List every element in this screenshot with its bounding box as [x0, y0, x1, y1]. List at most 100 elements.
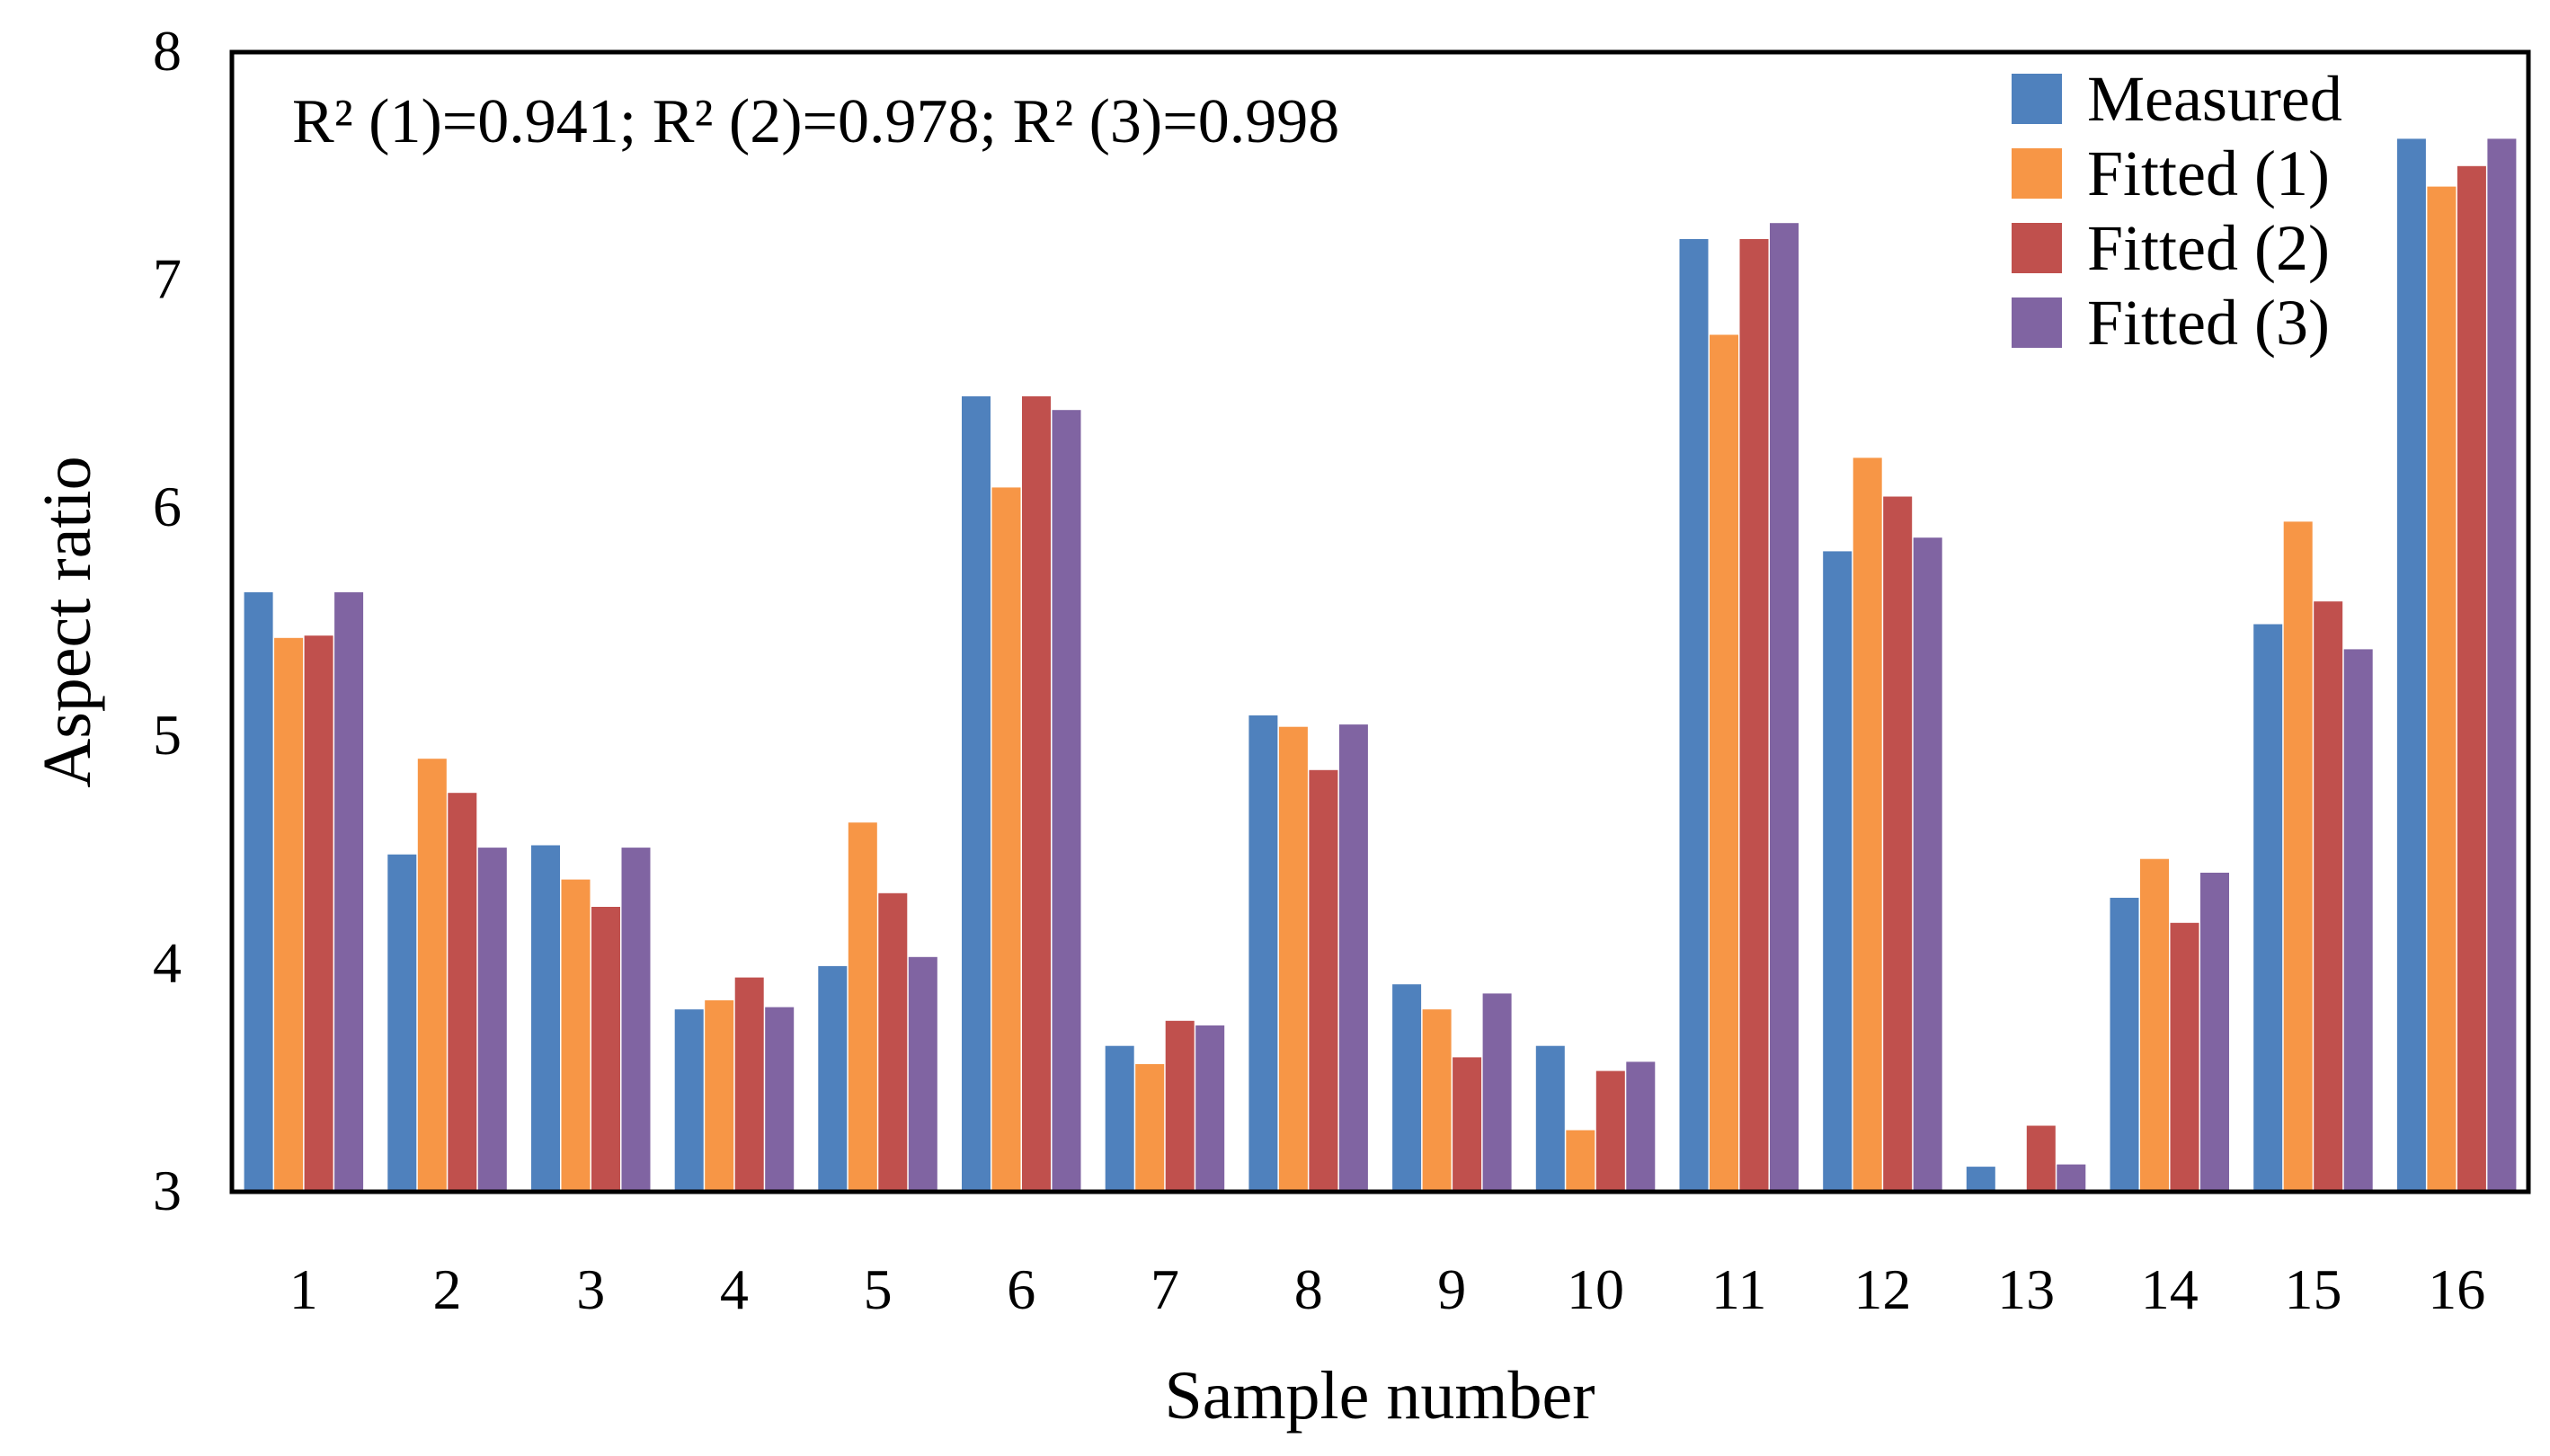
bar-fitted-3-sample-6: [1052, 410, 1081, 1192]
bar-fitted-3-sample-3: [621, 848, 651, 1192]
bar-fitted-2-sample-4: [734, 977, 764, 1192]
x-tick-label: 9: [1437, 1257, 1466, 1321]
bar-fitted-3-sample-16: [2487, 138, 2517, 1192]
x-tick-label: 13: [1997, 1257, 2055, 1321]
bar-fitted-1-sample-1: [274, 637, 304, 1192]
bar-fitted-3-sample-13: [2057, 1164, 2086, 1192]
bar-measured-sample-14: [2110, 897, 2139, 1192]
bar-fitted-3-sample-10: [1626, 1061, 1656, 1192]
bar-measured-sample-1: [244, 592, 273, 1192]
bar-fitted-1-sample-16: [2427, 186, 2457, 1193]
x-tick-label: 6: [1007, 1257, 1035, 1321]
bar-measured-sample-16: [2396, 138, 2426, 1192]
bar-fitted-1-sample-4: [705, 1000, 734, 1192]
bar-fitted-1-sample-11: [1710, 334, 1738, 1192]
x-tick-label: 8: [1294, 1257, 1323, 1321]
bar-measured-sample-10: [1535, 1045, 1565, 1192]
bar-fitted-2-sample-14: [2170, 922, 2199, 1192]
x-tick-label: 16: [2428, 1257, 2485, 1321]
legend-label: Measured: [2087, 63, 2342, 135]
x-tick-label: 7: [1151, 1257, 1179, 1321]
bar-measured-sample-11: [1679, 239, 1709, 1192]
bar-fitted-2-sample-16: [2457, 165, 2486, 1192]
bar-fitted-2-sample-7: [1165, 1020, 1195, 1192]
bar-fitted-1-sample-7: [1135, 1064, 1165, 1192]
bar-fitted-3-sample-15: [2343, 649, 2373, 1192]
bar-fitted-2-sample-3: [591, 907, 620, 1192]
legend-label: Fitted (1): [2087, 138, 2330, 209]
plot-frame: [229, 49, 2531, 1194]
bar-measured-sample-13: [1966, 1167, 1995, 1192]
bar-measured-sample-6: [962, 395, 991, 1192]
x-tick-label: 12: [1853, 1257, 1911, 1321]
bar-measured-sample-15: [2253, 624, 2283, 1192]
bar-fitted-1-sample-10: [1566, 1130, 1595, 1192]
bar-fitted-1-sample-9: [1422, 1009, 1452, 1192]
bar-fitted-3-sample-2: [477, 848, 507, 1192]
bar-fitted-2-sample-5: [878, 892, 908, 1192]
y-tick-label: 4: [153, 930, 182, 994]
x-tick-label: 2: [433, 1257, 462, 1321]
bar-fitted-2-sample-6: [1022, 395, 1051, 1192]
bar-fitted-1-sample-5: [848, 822, 877, 1192]
bar-fitted-3-sample-9: [1482, 993, 1512, 1192]
y-tick-label: 8: [153, 19, 182, 83]
y-tick-label: 7: [153, 247, 182, 311]
bar-fitted-3-sample-12: [1913, 537, 1942, 1192]
bar-fitted-2-sample-10: [1595, 1070, 1625, 1192]
x-tick-label: 5: [864, 1257, 893, 1321]
bar-fitted-2-sample-11: [1739, 239, 1769, 1192]
bar-measured-sample-5: [818, 965, 848, 1192]
x-tick-label: 4: [720, 1257, 749, 1321]
bar-measured-sample-3: [531, 845, 560, 1192]
bar-measured-sample-9: [1392, 984, 1422, 1192]
x-tick-label: 15: [2285, 1257, 2342, 1321]
x-tick-label: 14: [2141, 1257, 2199, 1321]
bar-fitted-3-sample-14: [2200, 873, 2229, 1192]
legend-label: Fitted (3): [2087, 287, 2330, 359]
bar-fitted-3-sample-7: [1195, 1025, 1225, 1192]
legend-label: Fitted (2): [2087, 212, 2330, 284]
bar-fitted-1-sample-8: [1278, 726, 1308, 1192]
legend-swatch: [2012, 297, 2062, 348]
bar-fitted-2-sample-8: [1309, 769, 1338, 1192]
bar-fitted-1-sample-6: [991, 487, 1021, 1192]
bar-measured-sample-2: [387, 854, 417, 1192]
x-tick-label: 11: [1711, 1257, 1767, 1321]
bar-fitted-1-sample-2: [417, 759, 447, 1192]
legend-swatch: [2012, 223, 2062, 273]
bar-measured-sample-12: [1823, 551, 1853, 1192]
bar-fitted-1-sample-14: [2140, 858, 2169, 1192]
legend-swatch: [2012, 148, 2062, 199]
bar-fitted-2-sample-2: [448, 793, 477, 1192]
x-tick-label: 10: [1567, 1257, 1624, 1321]
bar-fitted-3-sample-8: [1338, 724, 1368, 1192]
bar-fitted-3-sample-5: [908, 956, 937, 1192]
y-tick-label: 6: [153, 475, 182, 538]
bar-fitted-3-sample-4: [765, 1007, 795, 1192]
r-squared-annotation: R² (1)=0.941; R² (2)=0.978; R² (3)=0.998: [292, 87, 1339, 156]
x-axis-title: Sample number: [1164, 1358, 1595, 1434]
bar-fitted-2-sample-1: [304, 635, 333, 1192]
bar-fitted-2-sample-15: [2314, 601, 2343, 1192]
y-tick-label: 3: [153, 1159, 182, 1222]
x-tick-label: 1: [289, 1257, 318, 1321]
bar-fitted-3-sample-1: [334, 592, 364, 1192]
bar-fitted-1-sample-15: [2283, 521, 2313, 1192]
bar-fitted-1-sample-12: [1853, 457, 1882, 1192]
legend-swatch: [2012, 74, 2062, 124]
bar-fitted-2-sample-12: [1883, 496, 1913, 1192]
bar-measured-sample-4: [674, 1009, 704, 1192]
bar-measured-sample-8: [1248, 715, 1278, 1192]
bar-fitted-1-sample-3: [561, 879, 591, 1192]
bar-fitted-2-sample-9: [1453, 1057, 1482, 1192]
y-axis-title: Aspect ratio: [30, 456, 105, 787]
bar-fitted-3-sample-11: [1770, 223, 1799, 1193]
y-tick-label: 5: [153, 703, 182, 767]
x-tick-label: 3: [576, 1257, 605, 1321]
bar-measured-sample-7: [1105, 1045, 1134, 1192]
bar-fitted-2-sample-13: [2026, 1125, 2056, 1192]
